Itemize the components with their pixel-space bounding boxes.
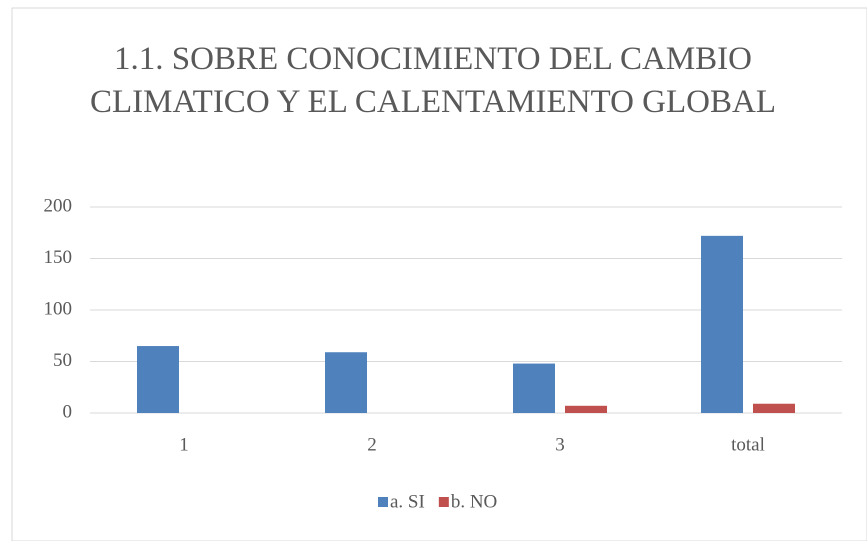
bar xyxy=(753,403,795,413)
chart-title: 1.1. SOBRE CONOCIMIENTO DEL CAMBIO CLIMA… xyxy=(89,41,776,120)
x-tick-label: total xyxy=(731,434,765,455)
y-tick-label: 150 xyxy=(44,247,73,268)
legend-label: a. SI xyxy=(390,491,425,512)
chart-frame xyxy=(11,7,867,541)
y-tick-label: 50 xyxy=(53,350,72,371)
legend-swatch xyxy=(378,497,388,507)
legend-swatch xyxy=(438,497,449,507)
x-tick-label: 3 xyxy=(555,434,565,455)
y-tick-label: 0 xyxy=(63,401,73,422)
bar xyxy=(565,405,607,413)
bar xyxy=(325,352,367,413)
x-tick-label: 1 xyxy=(179,434,189,455)
x-tick-label: 2 xyxy=(367,434,377,455)
bar xyxy=(137,346,179,413)
legend-label: b. NO xyxy=(451,491,497,512)
bar xyxy=(513,363,555,413)
y-tick-label: 200 xyxy=(44,195,73,216)
bar xyxy=(701,235,743,413)
y-tick-label: 100 xyxy=(44,298,73,319)
